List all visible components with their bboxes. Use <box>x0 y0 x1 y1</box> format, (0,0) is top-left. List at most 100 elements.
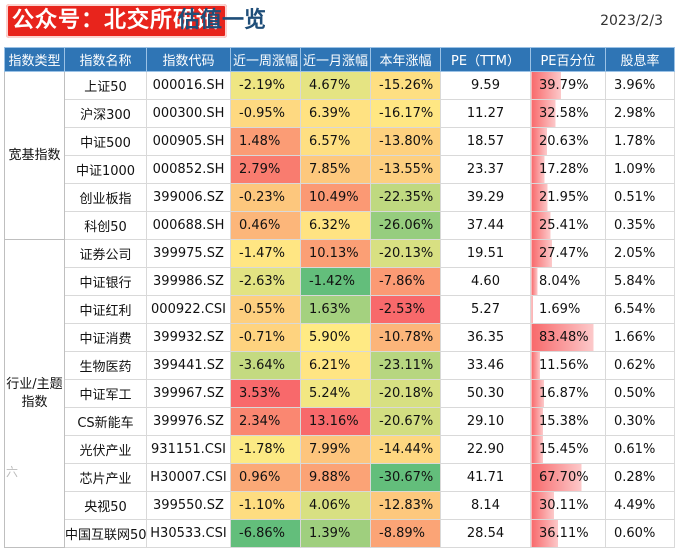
table-row: 中证银行 399986.SZ -2.63% -1.42% -7.86% 4.60 8.04%… <box>5 267 675 296</box>
month-change-cell: 6.57% <box>300 127 371 156</box>
pe-ttm-cell: 11.27 <box>440 99 531 128</box>
pe-percentile-cell: 27.47% <box>530 239 606 268</box>
index-name-cell: CS新能车 <box>64 407 147 436</box>
index-code-cell: 000688.SH <box>146 211 231 240</box>
week-change-cell: 0.46% <box>230 211 301 240</box>
pe-percentile-cell: 83.48% <box>530 323 606 352</box>
week-change-cell: -0.95% <box>230 99 301 128</box>
page-title: 估值一览 <box>178 8 267 33</box>
table-row: 创业板指 399006.SZ -0.23% 10.49% -22.35% 39.29 21.… <box>5 183 675 212</box>
header-ytd: 本年涨幅 <box>370 47 441 72</box>
pe-percentile-cell: 16.87% <box>530 379 606 408</box>
index-name-cell: 芯片产业 <box>64 463 147 492</box>
index-code-cell: 000300.SH <box>146 99 231 128</box>
index-name-cell: 央视50 <box>64 491 147 520</box>
dividend-yield-cell: 1.09% <box>605 155 675 184</box>
dividend-yield-cell: 1.78% <box>605 127 675 156</box>
ytd-change-cell: -20.67% <box>370 407 441 436</box>
dividend-yield-cell: 6.54% <box>605 295 675 324</box>
index-code-cell: 000905.SH <box>146 127 231 156</box>
pe-percentile-cell: 11.56% <box>530 351 606 380</box>
ytd-change-cell: -15.26% <box>370 71 441 100</box>
week-change-cell: 2.79% <box>230 155 301 184</box>
index-code-cell: 931151.CSI <box>146 435 231 464</box>
table-header-row: 指数类型 指数名称 指数代码 近一周涨幅 近一月涨幅 本年涨幅 PE（TTM） … <box>4 47 675 72</box>
table-row: 科创50 000688.SH 0.46% 6.32% -26.06% 37.44 25.41… <box>5 211 675 240</box>
index-name-cell: 中证1000 <box>64 155 147 184</box>
table-row: 生物医药 399441.SZ -3.64% 6.21% -23.11% 33.46 11.5… <box>5 351 675 380</box>
index-name-cell: 中证红利 <box>64 295 147 324</box>
pe-ttm-cell: 5.27 <box>440 295 531 324</box>
ytd-change-cell: -13.80% <box>370 127 441 156</box>
dividend-yield-cell: 0.62% <box>605 351 675 380</box>
week-change-cell: -1.47% <box>230 239 301 268</box>
index-code-cell: 399441.SZ <box>146 351 231 380</box>
table-row: 宽基指数 上证50 000016.SH -2.19% 4.67% -15.26% 9.59 3… <box>4 71 675 240</box>
month-change-cell: 10.13% <box>300 239 371 268</box>
ytd-change-cell: -22.35% <box>370 183 441 212</box>
index-code-cell: 399986.SZ <box>146 267 231 296</box>
pe-ttm-cell: 23.37 <box>440 155 531 184</box>
index-code-cell: H30533.CSI <box>146 519 231 548</box>
ytd-change-cell: -8.89% <box>370 519 441 548</box>
dividend-yield-cell: 0.35% <box>605 211 675 240</box>
month-change-cell: 7.85% <box>300 155 371 184</box>
month-change-cell: 9.88% <box>300 463 371 492</box>
ytd-change-cell: -30.67% <box>370 463 441 492</box>
pe-percentile-cell: 8.04% <box>530 267 606 296</box>
index-name-cell: 中证银行 <box>64 267 147 296</box>
pe-percentile-cell: 32.58% <box>530 99 606 128</box>
week-change-cell: -1.10% <box>230 491 301 520</box>
week-change-cell: -0.23% <box>230 183 301 212</box>
index-name-cell: 科创50 <box>64 211 147 240</box>
header-type: 指数类型 <box>4 47 65 72</box>
dividend-yield-cell: 3.96% <box>605 71 675 100</box>
header-pe-pct: PE百分位 <box>530 47 606 72</box>
week-change-cell: -2.19% <box>230 71 301 100</box>
index-name-cell: 创业板指 <box>64 183 147 212</box>
dividend-yield-cell: 0.50% <box>605 379 675 408</box>
pe-ttm-cell: 19.51 <box>440 239 531 268</box>
month-change-cell: 6.32% <box>300 211 371 240</box>
pe-ttm-cell: 37.44 <box>440 211 531 240</box>
week-change-cell: 3.53% <box>230 379 301 408</box>
dividend-yield-cell: 2.98% <box>605 99 675 128</box>
pe-percentile-cell: 36.11% <box>530 519 606 548</box>
valuation-table: 指数类型 指数名称 指数代码 近一周涨幅 近一月涨幅 本年涨幅 PE（TTM） … <box>4 47 675 548</box>
month-change-cell: 5.90% <box>300 323 371 352</box>
dividend-yield-cell: 2.05% <box>605 239 675 268</box>
week-change-cell: -3.64% <box>230 351 301 380</box>
dividend-yield-cell: 0.30% <box>605 407 675 436</box>
header-week: 近一周涨幅 <box>230 47 301 72</box>
pe-ttm-cell: 4.60 <box>440 267 531 296</box>
ytd-change-cell: -26.06% <box>370 211 441 240</box>
table-row: 中证红利 000922.CSI -0.55% 1.63% -2.53% 5.27 1.69%… <box>5 295 675 324</box>
index-type-cell: 宽基指数 <box>4 71 65 240</box>
pe-percentile-cell: 39.79% <box>530 71 606 100</box>
watermark: 六 <box>6 465 19 479</box>
week-change-cell: -2.63% <box>230 267 301 296</box>
index-code-cell: 000852.SH <box>146 155 231 184</box>
index-code-cell: 000922.CSI <box>146 295 231 324</box>
index-code-cell: 399967.SZ <box>146 379 231 408</box>
pe-percentile-cell: 15.45% <box>530 435 606 464</box>
index-code-cell: 399550.SZ <box>146 491 231 520</box>
ytd-change-cell: -20.13% <box>370 239 441 268</box>
pe-percentile-cell: 1.69% <box>530 295 606 324</box>
pe-percentile-cell: 15.38% <box>530 407 606 436</box>
week-change-cell: -6.86% <box>230 519 301 548</box>
table-row: 中国互联网50 H30533.CSI -6.86% 1.39% -8.89% 28.54 3… <box>5 519 675 548</box>
week-change-cell: -0.55% <box>230 295 301 324</box>
dividend-yield-cell: 0.28% <box>605 463 675 492</box>
ytd-change-cell: -20.18% <box>370 379 441 408</box>
pe-percentile-cell: 67.70% <box>530 463 606 492</box>
index-code-cell: 399006.SZ <box>146 183 231 212</box>
index-name-cell: 上证50 <box>64 71 147 100</box>
pe-ttm-cell: 50.30 <box>440 379 531 408</box>
week-change-cell: -0.71% <box>230 323 301 352</box>
dividend-yield-cell: 5.84% <box>605 267 675 296</box>
ytd-change-cell: -23.11% <box>370 351 441 380</box>
pe-percentile-cell: 25.41% <box>530 211 606 240</box>
table-row: 中证500 000905.SH 1.48% 6.57% -13.80% 18.57 20.6… <box>5 127 675 156</box>
dividend-yield-cell: 0.60% <box>605 519 675 548</box>
